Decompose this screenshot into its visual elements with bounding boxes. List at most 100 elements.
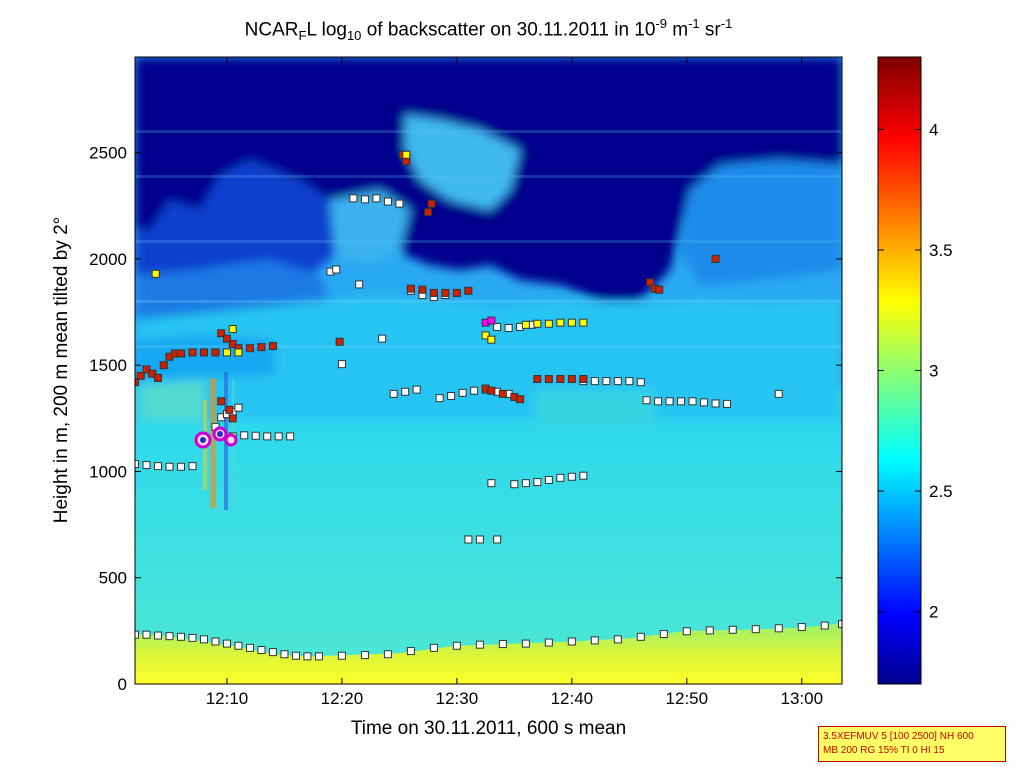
layer-marker-red xyxy=(135,378,139,387)
colorbar-tick-label: 3.5 xyxy=(929,241,953,260)
layer-marker-white xyxy=(625,377,634,386)
y-tick-label: 2500 xyxy=(89,144,127,163)
layer-marker-white xyxy=(234,403,243,412)
layer-marker-yellow xyxy=(579,318,588,327)
layer-marker-white xyxy=(705,626,714,635)
layer-marker-red xyxy=(418,285,427,294)
layer-marker-red xyxy=(211,348,220,357)
layer-marker-white xyxy=(665,397,674,406)
layer-marker-red xyxy=(142,365,151,374)
layer-marker-magenta xyxy=(487,316,496,325)
layer-marker-yellow xyxy=(402,150,411,159)
layer-marker-red xyxy=(441,288,450,297)
layer-marker-red xyxy=(199,348,208,357)
layer-marker-white xyxy=(654,397,663,406)
y-axis: 0 500 1000 1500 2000 2500 xyxy=(89,144,842,694)
layer-marker-white xyxy=(314,652,323,661)
y-tick-label: 1500 xyxy=(89,356,127,375)
surface-layer-band xyxy=(135,623,842,684)
layer-marker-white xyxy=(303,652,312,661)
layer-marker-white xyxy=(245,643,254,652)
y-tick-label: 1000 xyxy=(89,462,127,481)
dense-cloud-base-cluster xyxy=(194,426,238,449)
layer-marker-white xyxy=(458,388,467,397)
layer-marker-white xyxy=(613,635,622,644)
layer-marker-white xyxy=(510,480,519,489)
layer-marker-white xyxy=(291,651,300,660)
layer-marker-red xyxy=(498,389,507,398)
layer-marker-white xyxy=(636,632,645,641)
layer-marker-red xyxy=(487,386,496,395)
chart-title: NCARFL log10 of backscatter on 30.11.201… xyxy=(244,16,733,44)
layer-marker-yellow xyxy=(521,320,530,329)
layer-marker-white xyxy=(475,535,484,544)
layer-marker-white xyxy=(286,432,295,441)
layer-marker-white xyxy=(378,334,387,343)
layer-marker-white xyxy=(337,651,346,660)
layer-marker-white xyxy=(412,385,421,394)
layer-marker-white xyxy=(337,360,346,369)
layer-marker-white xyxy=(677,397,686,406)
layer-marker-yellow xyxy=(481,331,490,340)
layer-marker-white xyxy=(251,431,260,440)
x-axis-label: Time on 30.11.2011, 600 s mean xyxy=(350,718,627,739)
layer-marker-white xyxy=(165,632,174,641)
layer-marker-white xyxy=(268,648,277,657)
layer-marker-white xyxy=(470,386,479,395)
layer-marker-white xyxy=(590,377,599,386)
layer-marker-white xyxy=(383,650,392,659)
info-line-1: 3.5XEFMUV 5 [100 2500] NH 600 xyxy=(823,731,974,742)
layer-marker-white xyxy=(723,399,732,408)
layer-marker-red xyxy=(188,348,197,357)
layer-marker-yellow xyxy=(487,335,496,344)
layer-marker-white xyxy=(383,197,392,206)
layer-marker-white xyxy=(372,194,381,203)
layer-marker-white xyxy=(636,378,645,387)
processing-info-box: 3.5XEFMUV 5 [100 2500] NH 600 MB 200 RG … xyxy=(818,726,1006,762)
layer-marker-red xyxy=(228,414,237,423)
layer-marker-white xyxy=(153,462,162,471)
layer-marker-yellow xyxy=(151,269,160,278)
layer-marker-red xyxy=(427,199,436,208)
layer-marker-white xyxy=(688,397,697,406)
layer-marker-white xyxy=(401,387,410,396)
layer-marker-white xyxy=(682,627,691,636)
layer-marker-red xyxy=(257,343,266,352)
layer-marker-white xyxy=(493,535,502,544)
layer-marker-red xyxy=(159,361,168,370)
layer-marker-white xyxy=(533,478,542,487)
layer-marker-red xyxy=(406,284,415,293)
x-tick-label: 12:40 xyxy=(551,689,594,708)
layer-marker-white xyxy=(274,432,283,441)
layer-marker-white xyxy=(211,637,220,646)
colorbar-tick-label: 4 xyxy=(929,120,938,139)
layer-marker-white xyxy=(521,479,530,488)
layer-marker-white xyxy=(135,460,139,469)
layer-marker-white xyxy=(728,625,737,634)
layer-marker-white xyxy=(240,431,249,440)
layer-marker-yellow xyxy=(556,318,565,327)
layer-marker-white xyxy=(360,195,369,204)
layer-marker-white xyxy=(429,643,438,652)
layer-marker-red xyxy=(464,286,473,295)
colorbar-tick-label: 3 xyxy=(929,362,938,381)
layer-marker-white xyxy=(579,471,588,480)
layer-marker-red xyxy=(148,369,157,378)
layer-marker-white xyxy=(332,265,341,274)
heatmap-cloud-structures xyxy=(135,57,842,430)
layer-marker-yellow xyxy=(544,319,553,328)
x-axis: 12:10 12:20 12:30 12:40 12:50 13:00 xyxy=(206,57,823,708)
layer-marker-white xyxy=(349,194,358,203)
layer-marker-white xyxy=(142,630,151,639)
layer-marker-red xyxy=(176,349,185,358)
layer-marker-yellow xyxy=(533,319,542,328)
layer-marker-white xyxy=(447,392,456,401)
layer-marker-white xyxy=(165,462,174,471)
layer-marker-white xyxy=(234,641,243,650)
layer-marker-red xyxy=(452,288,461,297)
layer-marker-white xyxy=(360,651,369,660)
x-tick-label: 13:00 xyxy=(780,689,823,708)
x-tick-label: 12:50 xyxy=(666,689,709,708)
layer-markers xyxy=(135,150,842,661)
layer-marker-white xyxy=(700,398,709,407)
